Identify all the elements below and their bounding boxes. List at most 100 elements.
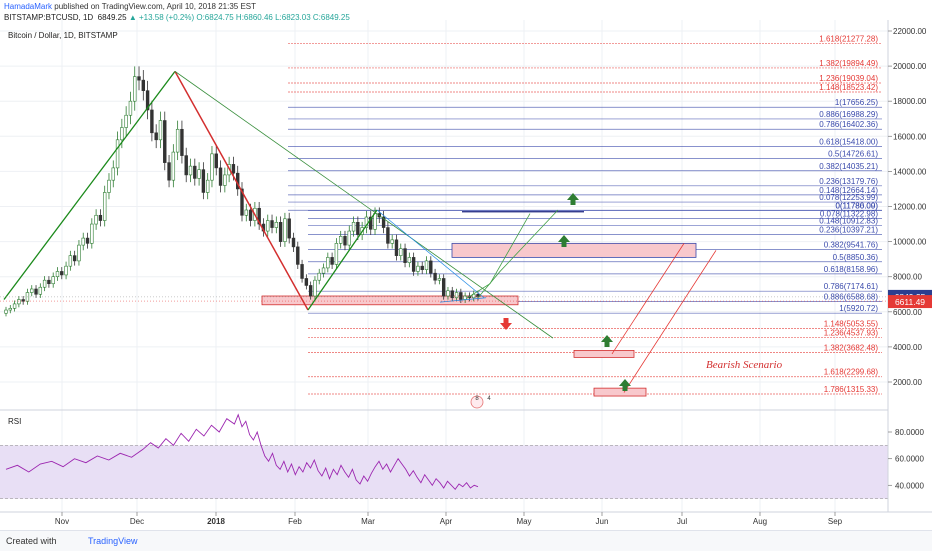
fib-upper-label: 0.382(14035.21) xyxy=(819,162,878,171)
candle-body xyxy=(197,169,201,179)
event-badge-icon xyxy=(470,395,484,409)
candle-body xyxy=(64,265,68,276)
candle-body xyxy=(77,244,81,262)
footer-brand-link[interactable]: TradingView xyxy=(88,536,138,546)
candle-body xyxy=(21,299,25,302)
fib-upper-label: 1.236(19039.04) xyxy=(819,74,878,83)
candle-body xyxy=(244,209,248,216)
candle-body xyxy=(424,260,429,270)
candle-body xyxy=(188,165,193,176)
candle-body xyxy=(317,272,321,281)
candle-body xyxy=(163,120,167,163)
candle-body xyxy=(296,246,300,265)
candle-body xyxy=(429,260,433,274)
fib-upper-label: 0.148(12664.14) xyxy=(819,186,878,195)
rsi-tick-label: 40.0000 xyxy=(895,481,924,490)
candle-body xyxy=(55,271,60,277)
time-tick-label: 2018 xyxy=(207,517,225,526)
price-tick-label: 6000.00 xyxy=(893,308,922,317)
fib-upper-label: 1(17656.25) xyxy=(835,98,878,107)
target-zone-2 xyxy=(593,387,647,397)
candle-body xyxy=(356,221,360,235)
rsi-band xyxy=(0,445,888,499)
zones xyxy=(261,211,697,397)
candle-body xyxy=(193,165,197,179)
price-tick-label: 10000.00 xyxy=(893,238,927,247)
candle-body xyxy=(416,265,420,272)
candle-body xyxy=(291,237,296,248)
bearish-path-2 xyxy=(623,250,717,393)
candle-body xyxy=(274,221,279,228)
time-tick-label: Jul xyxy=(677,517,687,526)
candle-body xyxy=(51,276,55,285)
resistance-zone xyxy=(451,242,697,258)
fib-upper-label: 1.618(21277.28) xyxy=(819,35,878,44)
fib-lower-label: 0.786(7174.61) xyxy=(824,282,879,291)
price-tick-label: 2000.00 xyxy=(893,378,922,387)
candle-body xyxy=(72,255,77,262)
fib-lower-label: 0.078(11322.98) xyxy=(820,209,878,218)
candle-body xyxy=(454,292,459,299)
candle-body xyxy=(30,288,34,293)
fib-lower-label: 1(5920.72) xyxy=(839,304,878,313)
candle-body xyxy=(4,309,8,314)
candle-body xyxy=(334,243,339,265)
candle-body xyxy=(231,164,236,174)
candle-body xyxy=(133,76,137,102)
fib-upper-label: 1.148(18523.42) xyxy=(819,83,878,92)
candle-body xyxy=(94,214,98,225)
candles xyxy=(4,66,480,317)
price-tick-label: 20000.00 xyxy=(893,62,927,71)
fib-lower-label: 0.236(10397.21) xyxy=(819,226,878,235)
fib-upper-label: 0.5(14726.61) xyxy=(828,150,878,159)
fib-lower-label: 0.382(9541.76) xyxy=(824,241,879,250)
candle-body xyxy=(47,279,51,285)
candle-body xyxy=(141,79,146,91)
price-tick-label: 22000.00 xyxy=(893,27,927,36)
support-zone xyxy=(261,295,519,306)
candle-body xyxy=(180,128,184,156)
candle-body xyxy=(351,221,356,232)
price-tick-label: 4000.00 xyxy=(893,343,922,352)
candle-body xyxy=(433,272,437,281)
candle-body xyxy=(313,279,317,297)
candle-body xyxy=(300,264,304,279)
candle-body xyxy=(446,290,450,297)
candle-body xyxy=(223,174,227,186)
candle-body xyxy=(205,179,210,193)
candle-body xyxy=(411,257,416,272)
fib-lower-label: 1.382(3682.48) xyxy=(824,343,879,352)
rsi-tick-label: 60.0000 xyxy=(895,455,924,464)
candle-body xyxy=(321,267,326,274)
candle-body xyxy=(210,153,214,181)
candle-body xyxy=(145,90,150,111)
publish-header: HamadaMark published on TradingView.com,… xyxy=(4,2,256,11)
fib-lower-label: 1.618(2299.68) xyxy=(824,368,879,377)
candle-body xyxy=(175,128,180,153)
chart-title: Bitcoin / Dollar, 1D, BITSTAMP xyxy=(8,31,118,40)
red-correction-line xyxy=(174,70,309,311)
bullish-path-2 xyxy=(477,209,559,299)
price-tick-label: 14000.00 xyxy=(893,167,927,176)
fib-upper-label: 0(11786.09) xyxy=(835,201,878,210)
candle-body xyxy=(214,153,218,169)
time-tick-label: Dec xyxy=(130,517,144,526)
fib-lower-label: 1.236(4537.93) xyxy=(824,328,879,337)
chart-canvas[interactable]: 1.618(21277.28) 1.382(19894.49) 1.236(1903… xyxy=(0,0,932,530)
candle-body xyxy=(399,248,403,256)
candle-body xyxy=(137,76,141,81)
fib-upper-label: 0.618(15418.00) xyxy=(819,138,878,147)
candle-body xyxy=(270,220,274,228)
candle-body xyxy=(407,257,412,263)
author-link[interactable]: HamadaMark xyxy=(4,2,53,11)
last-price: 6849.25 xyxy=(97,13,127,22)
candle-body xyxy=(308,285,313,297)
fib-lower-label: 0.618(8158.96) xyxy=(824,265,879,274)
fib-lower-label: 1.786(1315.33) xyxy=(824,385,879,394)
chart-grid xyxy=(0,20,888,512)
candle-body xyxy=(283,218,287,242)
bearish-path-1 xyxy=(611,243,685,355)
candle-body xyxy=(287,218,291,239)
fib-lower-label: 0.5(8850.36) xyxy=(833,253,879,262)
